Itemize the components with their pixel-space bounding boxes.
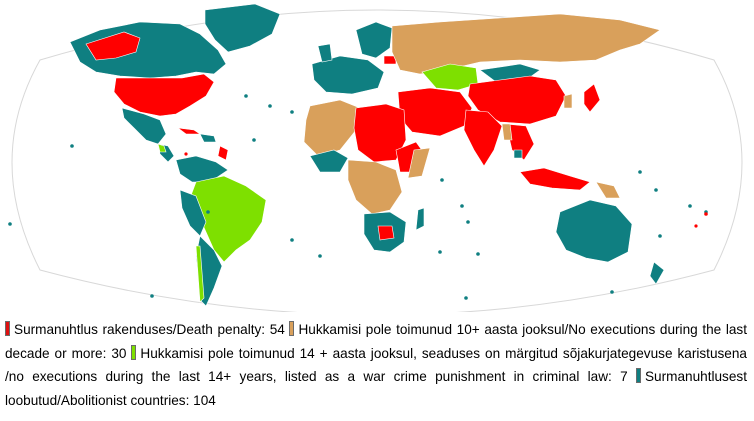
country-indonesia: [519, 167, 591, 191]
country-chile-strip: [195, 245, 205, 303]
country-central-africa: [347, 159, 403, 215]
country-cambodia: [513, 149, 523, 159]
country-scandinavia: [355, 21, 393, 59]
country-china: [467, 75, 567, 125]
country-usa: [113, 73, 215, 117]
country-australia: [555, 199, 633, 263]
country-middle-east: [397, 87, 473, 137]
country-japan: [583, 83, 601, 113]
country-guatemala: [157, 143, 167, 153]
country-new-zealand: [649, 261, 665, 285]
legend-swatch: [5, 321, 10, 336]
legend-label: Hukkamisi pole toimunud 10+ aasta jooksu…: [5, 322, 748, 361]
legend-entry: Hukkamisi pole toimunud 10+ aasta jooksu…: [5, 321, 748, 361]
map-outline: [11, 9, 743, 312]
country-north-africa-west: [303, 99, 361, 157]
country-india: [463, 109, 503, 167]
legend-entry: Hukkamisi pole toimunud 14 + aasta jooks…: [5, 344, 747, 385]
country-cuba: [176, 127, 201, 135]
island-dots-red: [184, 152, 708, 228]
country-alaska: [85, 31, 141, 61]
country-belarus: [383, 55, 397, 65]
country-caribbean-red: [217, 145, 229, 161]
legend-entry: Surmanuhtlusest loobutud/Abolitionist co…: [5, 368, 747, 408]
country-laos-myanmar: [501, 123, 513, 141]
legend-swatch: [289, 321, 295, 336]
country-uk: [317, 43, 333, 63]
legend-label: Surmanuhtlus rakenduses/Death penalty: 5…: [14, 322, 285, 337]
country-north-africa-east: [353, 103, 407, 163]
country-colombia-venezuela: [175, 155, 229, 183]
legend-entry: Surmanuhtlus rakenduses/Death penalty: 5…: [5, 321, 285, 337]
world-map: [8, 3, 743, 312]
legend-swatch: [131, 344, 137, 360]
country-botswana: [377, 225, 395, 241]
legend-label: Hukkamisi pole toimunud 14 + aasta jooks…: [5, 345, 747, 385]
country-west-africa: [309, 149, 349, 173]
country-madagascar: [415, 207, 425, 231]
country-canada: [69, 21, 227, 79]
country-russia: [391, 13, 661, 75]
country-europe-west: [311, 55, 385, 95]
country-greenland: [204, 3, 281, 53]
country-horn-africa: [407, 147, 431, 179]
legend: Surmanuhtlus rakenduses/Death penalty: 5…: [5, 318, 747, 412]
island-dots: [8, 94, 708, 300]
country-caribbean: [199, 133, 217, 143]
country-se-asia: [505, 123, 535, 161]
legend-label: Surmanuhtlusest loobutud/Abolitionist co…: [5, 369, 747, 408]
country-korea: [563, 93, 573, 109]
legend-swatch: [635, 368, 641, 383]
country-png: [595, 181, 621, 199]
